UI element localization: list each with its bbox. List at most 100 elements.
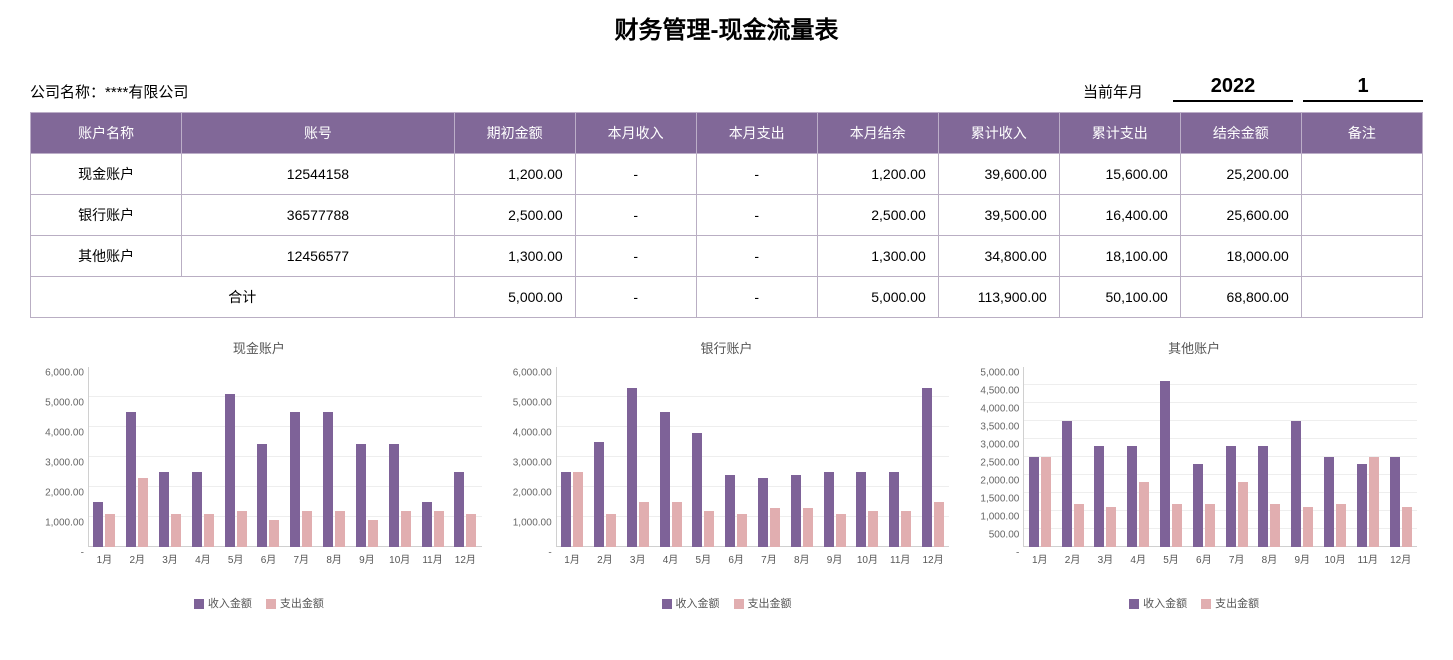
income-bar: [257, 444, 267, 548]
table-cell: 1,300.00: [454, 236, 575, 277]
table-cell: [1301, 195, 1422, 236]
expense-bar: [803, 508, 813, 547]
bar-group: 1月: [88, 367, 121, 547]
column-header: 账号: [182, 113, 454, 154]
income-bar: [1390, 457, 1400, 547]
y-tick: 2,000.00: [30, 488, 84, 499]
y-tick: 3,000.00: [498, 458, 552, 469]
table-cell: 1,300.00: [817, 236, 938, 277]
bar-group: 4月: [1122, 367, 1155, 547]
expense-bar: [934, 502, 944, 547]
chart-title: 银行账户: [701, 338, 753, 357]
accounts-table: 账户名称账号期初金额本月收入本月支出本月结余累计收入累计支出结余金额备注 现金账…: [30, 112, 1423, 318]
expense-bar: [606, 514, 616, 547]
income-bar: [1029, 457, 1039, 547]
table-row: 其他账户124565771,300.00--1,300.0034,800.001…: [31, 236, 1423, 277]
x-tick: 2月: [121, 547, 154, 566]
bar-group: 5月: [1155, 367, 1188, 547]
bar-group: 9月: [351, 367, 384, 547]
expense-bar: [335, 511, 345, 547]
x-tick: 4月: [1122, 547, 1155, 566]
x-tick: 12月: [449, 547, 482, 566]
bar-group: 7月: [753, 367, 786, 547]
income-bar: [356, 444, 366, 548]
expense-bar: [302, 511, 312, 547]
bar-group: 12月: [449, 367, 482, 547]
table-cell: 39,600.00: [938, 154, 1059, 195]
period-year[interactable]: 2022: [1173, 75, 1293, 102]
bar-group: 12月: [917, 367, 950, 547]
table-cell: -: [575, 277, 696, 318]
bar-group: 1月: [556, 367, 589, 547]
bar-group: 6月: [1187, 367, 1220, 547]
expense-bar: [401, 511, 411, 547]
y-tick: 5,000.00: [965, 368, 1019, 379]
income-bar: [159, 472, 169, 547]
expense-bar: [1139, 482, 1149, 547]
expense-bar: [1106, 507, 1116, 547]
bar-group: 8月: [318, 367, 351, 547]
expense-bar: [466, 514, 476, 547]
x-tick: 5月: [687, 547, 720, 566]
x-tick: 11月: [884, 547, 917, 566]
table-cell: 68,800.00: [1180, 277, 1301, 318]
table-cell: 1,200.00: [454, 154, 575, 195]
x-tick: 5月: [1155, 547, 1188, 566]
x-tick: 9月: [818, 547, 851, 566]
x-tick: 7月: [1220, 547, 1253, 566]
expense-bar: [901, 511, 911, 547]
y-tick: 3,500.00: [965, 422, 1019, 433]
x-tick: 6月: [252, 547, 285, 566]
bar-group: 10月: [383, 367, 416, 547]
x-tick: 8月: [1253, 547, 1286, 566]
income-bar: [889, 472, 899, 547]
company-name: ****有限公司: [105, 81, 188, 102]
expense-bar: [1172, 504, 1182, 547]
income-bar: [824, 472, 834, 547]
x-tick: 9月: [1286, 547, 1319, 566]
table-cell: [1301, 277, 1422, 318]
table-cell: 34,800.00: [938, 236, 1059, 277]
period-month[interactable]: 1: [1303, 75, 1423, 102]
y-tick: -: [30, 548, 84, 559]
y-tick: 1,000.00: [498, 518, 552, 529]
income-bar: [856, 472, 866, 547]
income-bar: [1258, 446, 1268, 547]
y-tick: 4,000.00: [965, 404, 1019, 415]
page-title: 财务管理-现金流量表: [30, 10, 1423, 45]
x-tick: 1月: [88, 547, 121, 566]
table-cell: 其他账户: [31, 236, 182, 277]
column-header: 结余金额: [1180, 113, 1301, 154]
income-bar: [93, 502, 103, 547]
chart-plot: -1,000.002,000.003,000.004,000.005,000.0…: [498, 363, 956, 573]
bar-group: 2月: [121, 367, 154, 547]
x-tick: 5月: [219, 547, 252, 566]
chart-title: 其他账户: [1168, 338, 1220, 357]
bar-group: 3月: [154, 367, 187, 547]
bar-group: 4月: [186, 367, 219, 547]
table-cell: [1301, 236, 1422, 277]
y-tick: 3,000.00: [965, 440, 1019, 451]
table-cell: 50,100.00: [1059, 277, 1180, 318]
income-bar: [627, 388, 637, 547]
x-tick: 4月: [186, 547, 219, 566]
expense-bar: [1238, 482, 1248, 547]
table-cell: 5,000.00: [817, 277, 938, 318]
income-bar: [1357, 464, 1367, 547]
column-header: 备注: [1301, 113, 1422, 154]
expense-bar: [1074, 504, 1084, 547]
table-cell: 12544158: [182, 154, 454, 195]
y-tick: -: [965, 548, 1019, 559]
income-bar: [1291, 421, 1301, 547]
company-label: 公司名称：: [30, 81, 105, 102]
chart: 其他账户-500.001,000.001,500.002,000.002,500…: [965, 338, 1423, 611]
bar-group: 1月: [1023, 367, 1056, 547]
expense-bar: [672, 502, 682, 547]
x-tick: 3月: [154, 547, 187, 566]
bar-group: 12月: [1384, 367, 1417, 547]
bar-group: 4月: [654, 367, 687, 547]
x-tick: 10月: [851, 547, 884, 566]
y-tick: 2,000.00: [965, 476, 1019, 487]
table-cell: 2,500.00: [454, 195, 575, 236]
expense-bar: [368, 520, 378, 547]
